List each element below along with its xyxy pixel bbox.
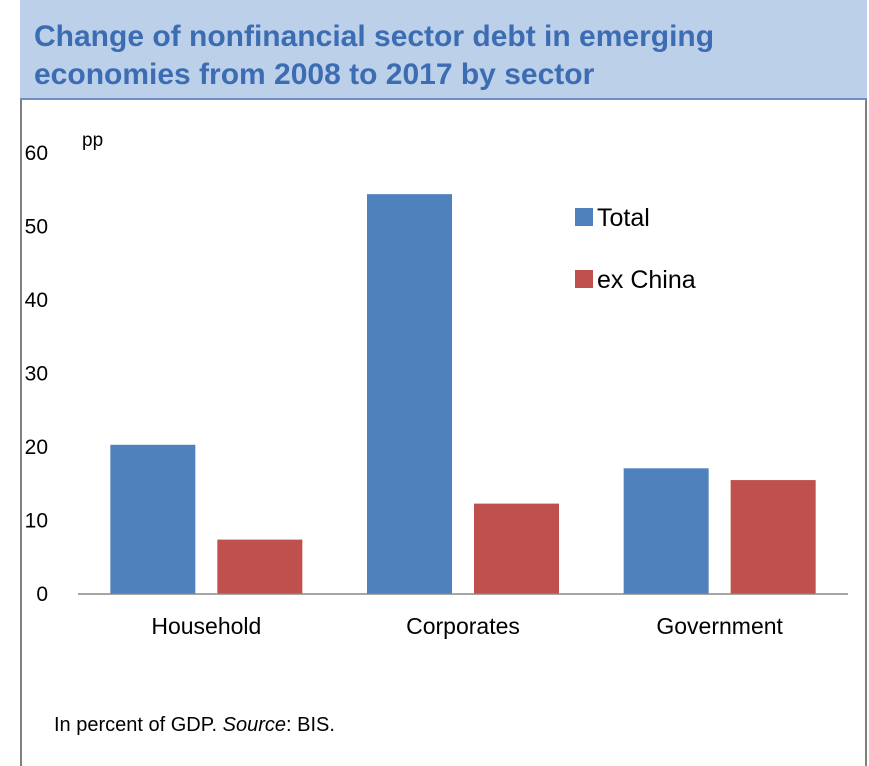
chart-header: Change of nonfinancial sector debt in em…	[20, 0, 867, 100]
x-category-label: Household	[151, 613, 261, 639]
y-tick-label: 0	[36, 583, 48, 606]
bar-ex-china-corporates	[474, 503, 559, 594]
legend-label: ex China	[597, 266, 696, 294]
y-tick-label: 20	[25, 436, 48, 459]
footnote-suffix: : BIS.	[286, 714, 335, 736]
x-category-label: Corporates	[406, 613, 520, 639]
y-tick-label: 60	[25, 142, 48, 165]
x-category-label: Government	[656, 613, 783, 639]
bar-total-household	[110, 444, 196, 594]
legend-label: Total	[597, 204, 650, 232]
y-tick-label: 40	[25, 289, 48, 312]
footnote: In percent of GDP. Source: BIS.	[54, 714, 335, 737]
y-unit-label: pp	[82, 130, 103, 151]
bar-total-government	[623, 468, 709, 594]
chart-title: Change of nonfinancial sector debt in em…	[34, 20, 715, 91]
legend-swatch	[575, 270, 593, 288]
bar-ex-china-household	[217, 539, 303, 594]
legend-swatch	[575, 208, 593, 226]
footnote-source-label: Source	[222, 714, 286, 736]
y-tick-label: 30	[25, 363, 48, 386]
y-tick-label: 10	[25, 510, 48, 533]
bar-total-corporates	[367, 194, 452, 594]
bar-ex-china-government	[730, 480, 816, 594]
footnote-prefix: In percent of GDP.	[54, 714, 223, 736]
y-tick-label: 50	[25, 216, 48, 239]
